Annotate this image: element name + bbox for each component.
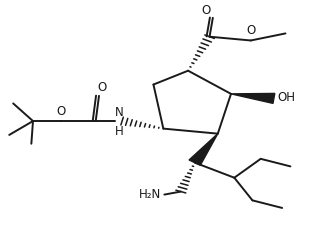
Polygon shape: [231, 93, 275, 103]
Text: O: O: [56, 105, 66, 118]
Text: N: N: [115, 106, 123, 119]
Text: O: O: [202, 4, 211, 17]
Text: H: H: [115, 125, 123, 138]
Text: OH: OH: [277, 91, 295, 104]
Text: O: O: [98, 81, 107, 94]
Text: O: O: [246, 24, 255, 37]
Text: H₂N: H₂N: [139, 188, 161, 201]
Polygon shape: [189, 134, 218, 165]
